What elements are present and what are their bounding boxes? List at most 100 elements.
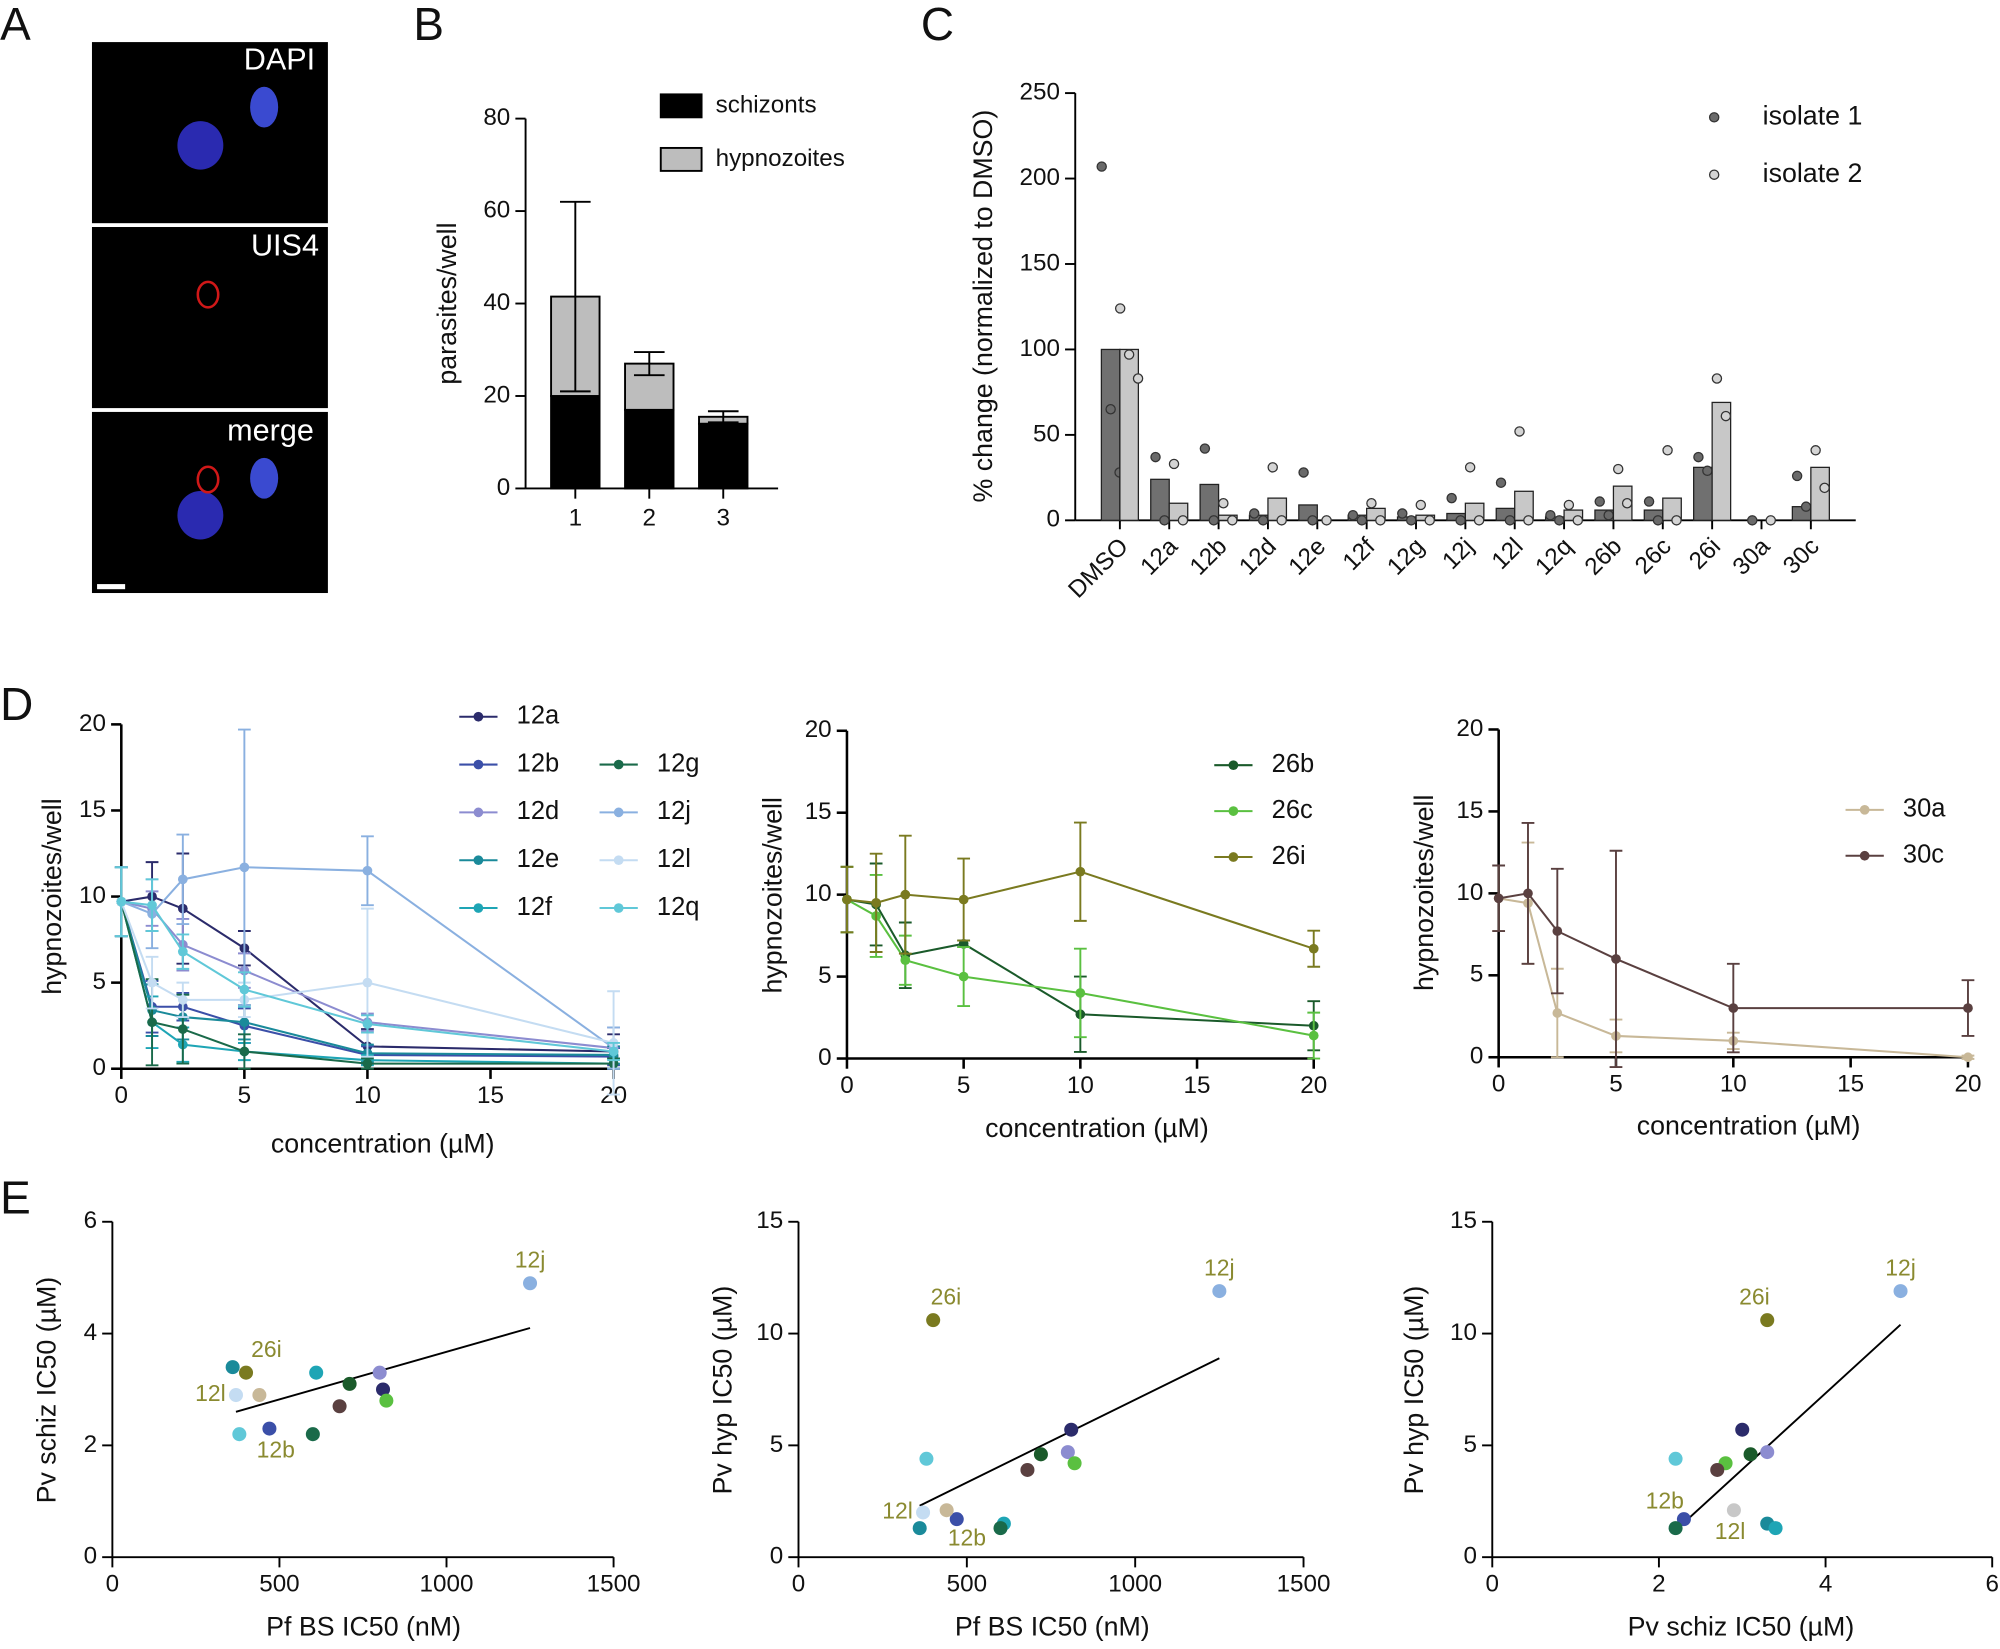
x-tick-label: 5: [957, 1072, 970, 1099]
legend-label: 12e: [517, 845, 560, 873]
data-point: [1963, 1003, 1973, 1013]
y-tick-label: 0: [1046, 506, 1059, 533]
y-axis-label: hypnozoites/well: [37, 798, 67, 994]
data-point: [939, 1503, 954, 1518]
y-axis-label: hypnozoites/well: [757, 797, 787, 993]
legend-marker: [1228, 852, 1239, 862]
data-point: [1276, 515, 1287, 526]
data-point: [177, 946, 188, 957]
data-point: [1791, 470, 1803, 482]
point-label: 26i: [1739, 1284, 1770, 1310]
y-tick-label: 20: [79, 710, 106, 737]
series-line: [121, 900, 614, 1050]
y-tick-label: 250: [1020, 79, 1060, 106]
data-point: [1159, 515, 1170, 526]
data-point: [1545, 509, 1556, 521]
error-bar: [633, 351, 665, 377]
series-line: [120, 901, 614, 1065]
data-point: [362, 865, 373, 876]
y-tick-label: 10: [1450, 1319, 1477, 1346]
data-point: [177, 1024, 188, 1034]
data-point: [1563, 499, 1575, 511]
point-label: 12l: [195, 1380, 226, 1406]
legend-label: 12f: [517, 893, 553, 921]
data-point: [239, 1365, 254, 1380]
data-point: [1728, 1003, 1739, 1013]
y-tick-label: 0: [1470, 1043, 1483, 1070]
x-tick-label: 6: [1985, 1571, 1998, 1598]
y-tick-label: 5: [818, 962, 831, 989]
data-point: [1406, 515, 1417, 526]
data-point: [1552, 1008, 1563, 1018]
data-point: [900, 889, 911, 900]
y-tick-label: 15: [1450, 1207, 1477, 1234]
legend-label: isolate 2: [1763, 158, 1863, 188]
legend-marker: [1228, 806, 1239, 816]
x-tick-label: 10: [1067, 1072, 1094, 1099]
data-point: [1321, 515, 1332, 526]
y-tick-label: 5: [1470, 961, 1483, 988]
series-line: [120, 901, 614, 1044]
data-point: [1308, 943, 1319, 954]
data-point: [1227, 515, 1238, 526]
series-line: [120, 866, 615, 1049]
data-point: [1493, 893, 1504, 904]
error-bar: [707, 410, 739, 424]
x-tick-label: 1000: [420, 1571, 474, 1598]
legend-label: 26i: [1272, 842, 1306, 870]
y-tick-label: 40: [483, 289, 510, 316]
legend-label: hypnozoites: [716, 145, 845, 172]
data-point: [305, 1427, 320, 1442]
data-point: [1893, 1284, 1908, 1299]
data-point: [1267, 462, 1278, 473]
data-point: [949, 1512, 964, 1527]
data-point: [1212, 1284, 1227, 1299]
x-tick-label: 0: [792, 1571, 805, 1598]
x-tick-label: 26i: [1684, 533, 1726, 575]
data-point: [1356, 515, 1368, 526]
data-point: [1020, 1462, 1035, 1477]
bar-segment: [698, 422, 749, 490]
channel-label: DAPI: [244, 42, 315, 76]
y-tick-label: 5: [93, 968, 106, 995]
y-tick-label: 2: [84, 1431, 97, 1458]
y-tick-label: 20: [483, 381, 510, 408]
x-tick-label: 1500: [587, 1571, 641, 1598]
data-point: [1720, 410, 1732, 422]
legend-swatch: [659, 93, 703, 119]
channel-label: merge: [227, 413, 314, 447]
x-tick-label: 0: [115, 1082, 128, 1109]
y-tick-label: 80: [483, 104, 510, 131]
y-tick-label: 200: [1020, 164, 1060, 191]
legend-label: 12q: [657, 893, 700, 921]
y-tick-label: 6: [84, 1207, 97, 1234]
data-point: [228, 1388, 244, 1403]
y-axis-label: hypnozoites/well: [1409, 795, 1439, 991]
y-tick-label: 0: [1463, 1543, 1476, 1570]
data-point: [1810, 445, 1821, 456]
nucleus: [177, 121, 224, 170]
data-point: [916, 1505, 931, 1520]
bar: [1100, 348, 1121, 521]
data-point: [1523, 515, 1534, 526]
scale-bar: [97, 584, 126, 590]
data-point: [608, 1046, 619, 1057]
data-point: [1366, 498, 1377, 509]
x-tick-label: 12f: [1338, 533, 1381, 576]
x-tick-label: 12g: [1382, 533, 1430, 581]
x-tick-label: 500: [259, 1571, 299, 1598]
bar: [1711, 401, 1732, 521]
data-point: [1668, 1451, 1683, 1466]
micrograph: DAPI UIS4 merge: [91, 42, 328, 594]
data-point: [958, 894, 969, 905]
y-axis-label: Pv schiz IC50 (µM): [32, 1277, 62, 1504]
fit-line: [1674, 1323, 1902, 1532]
x-tick-label: 10: [354, 1082, 381, 1109]
data-point: [177, 874, 188, 885]
data-point: [1668, 1521, 1683, 1536]
y-tick-label: 100: [1020, 335, 1060, 362]
data-point: [147, 1017, 157, 1028]
y-tick-label: 4: [84, 1319, 97, 1346]
legend-label: schizonts: [716, 91, 817, 118]
